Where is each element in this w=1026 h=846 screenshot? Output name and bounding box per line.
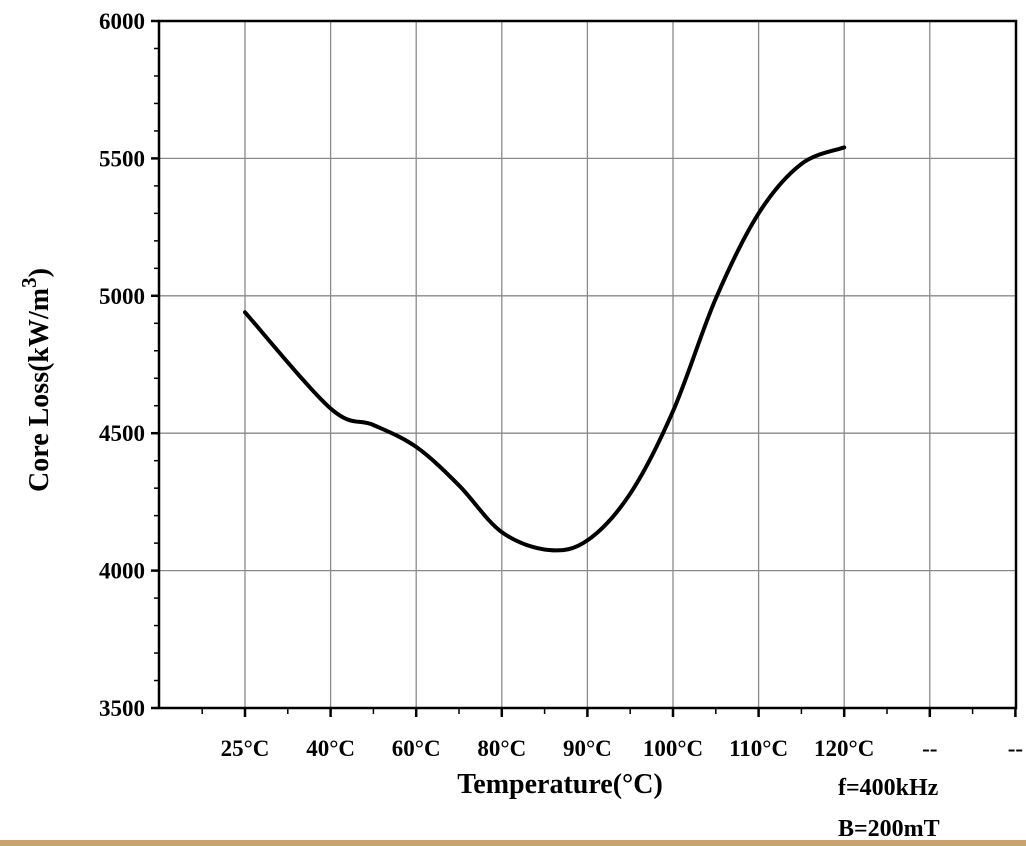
y-axis-title-main: Core Loss(kW/m: [24, 288, 55, 492]
flux-annotation: B=200mT: [838, 816, 940, 842]
y-tick-label: 4000: [99, 559, 145, 584]
x-tick-label: 80°C: [477, 736, 526, 761]
x-tick-label: 90°C: [563, 736, 612, 761]
x-axis-title: Temperature(°C): [457, 769, 663, 800]
x-axis-ticks: 25°C 40°C 60°C 80°C 90°C 100°C 110°C 120°C -- --: [201, 708, 1023, 761]
x-tick-label: 25°C: [221, 736, 270, 761]
frequency-annotation: f=400kHz: [838, 775, 939, 801]
y-axis-ticks: 3500 4000 4500 5000 5500 6000: [99, 9, 159, 721]
y-tick-label: 3500: [99, 696, 145, 721]
x-tick-label: 60°C: [392, 736, 441, 761]
x-tick-label: 110°C: [729, 736, 788, 761]
x-tick-label: --: [1008, 736, 1023, 761]
y-tick-label: 5500: [99, 146, 145, 171]
x-tick-label: 120°C: [814, 736, 874, 761]
grid: [159, 21, 1016, 708]
core-loss-curve: [243, 145, 847, 553]
bottom-border-strip: [0, 840, 1026, 846]
y-axis-title: Core Loss(kW/m3): [17, 268, 55, 492]
x-tick-label: --: [922, 736, 937, 761]
x-tick-label: 100°C: [643, 736, 703, 761]
x-tick-label: 40°C: [306, 736, 355, 761]
y-axis-title-close: ): [24, 268, 55, 277]
y-axis-title-superscript: 3: [17, 277, 41, 288]
y-tick-label: 5000: [99, 284, 145, 309]
y-tick-label: 6000: [99, 9, 145, 34]
y-tick-label: 4500: [99, 421, 145, 446]
